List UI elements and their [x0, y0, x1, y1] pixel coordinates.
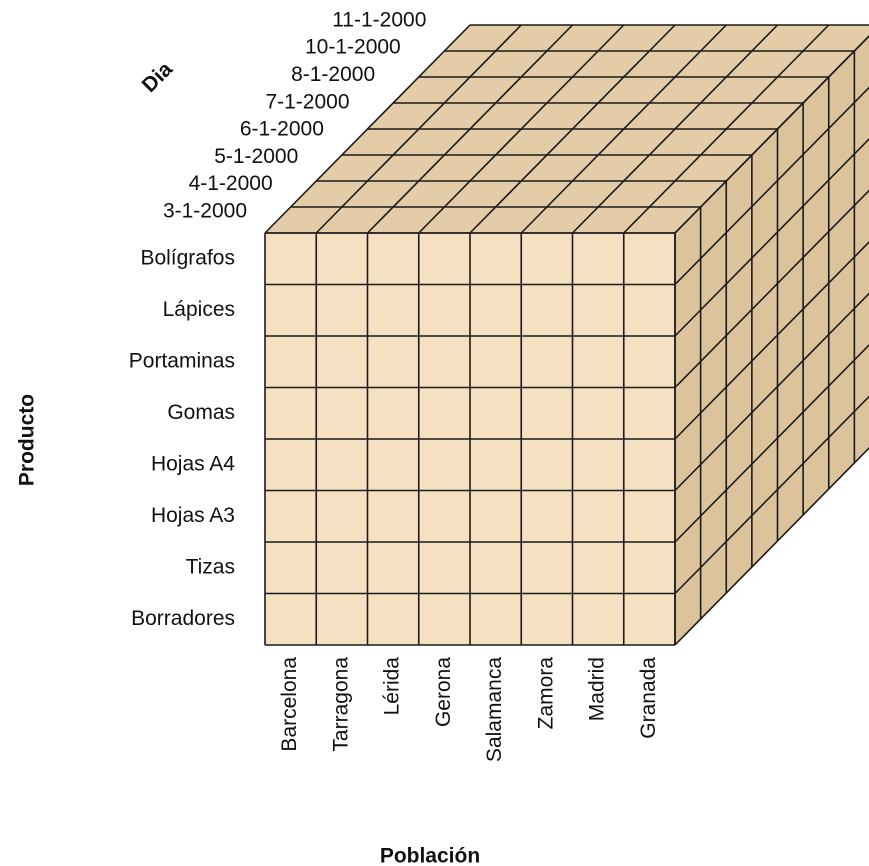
product-label: Tizas: [186, 555, 235, 578]
day-axis-label: Dia: [138, 57, 178, 97]
product-label: Lápices: [163, 298, 235, 321]
city-axis-label: Población: [380, 845, 480, 866]
product-label: Gomas: [167, 401, 235, 424]
day-label: 6-1-2000: [240, 118, 324, 141]
day-label: 11-1-2000: [332, 8, 426, 31]
product-label: Bolígrafos: [140, 246, 235, 269]
product-label: Hojas A3: [151, 504, 235, 527]
city-label: Madrid: [586, 657, 609, 721]
day-label: 3-1-2000: [163, 200, 247, 223]
product-label: Portaminas: [129, 349, 235, 372]
city-label: Salamanca: [483, 657, 506, 762]
day-label: 8-1-2000: [291, 63, 375, 86]
city-label: Zamora: [534, 657, 557, 730]
city-label: Granada: [637, 657, 660, 739]
city-label: Tarragona: [329, 657, 352, 752]
day-label: 5-1-2000: [214, 145, 298, 168]
day-label: 10-1-2000: [305, 36, 401, 59]
product-label: Hojas A4: [151, 452, 235, 475]
day-label: 7-1-2000: [265, 90, 349, 113]
product-axis-label: Producto: [16, 394, 39, 486]
city-label: Lérida: [381, 657, 404, 716]
city-label: Gerona: [432, 657, 455, 727]
product-label: Borradores: [131, 607, 235, 630]
city-label: Barcelona: [278, 657, 301, 752]
day-label: 4-1-2000: [189, 172, 273, 195]
